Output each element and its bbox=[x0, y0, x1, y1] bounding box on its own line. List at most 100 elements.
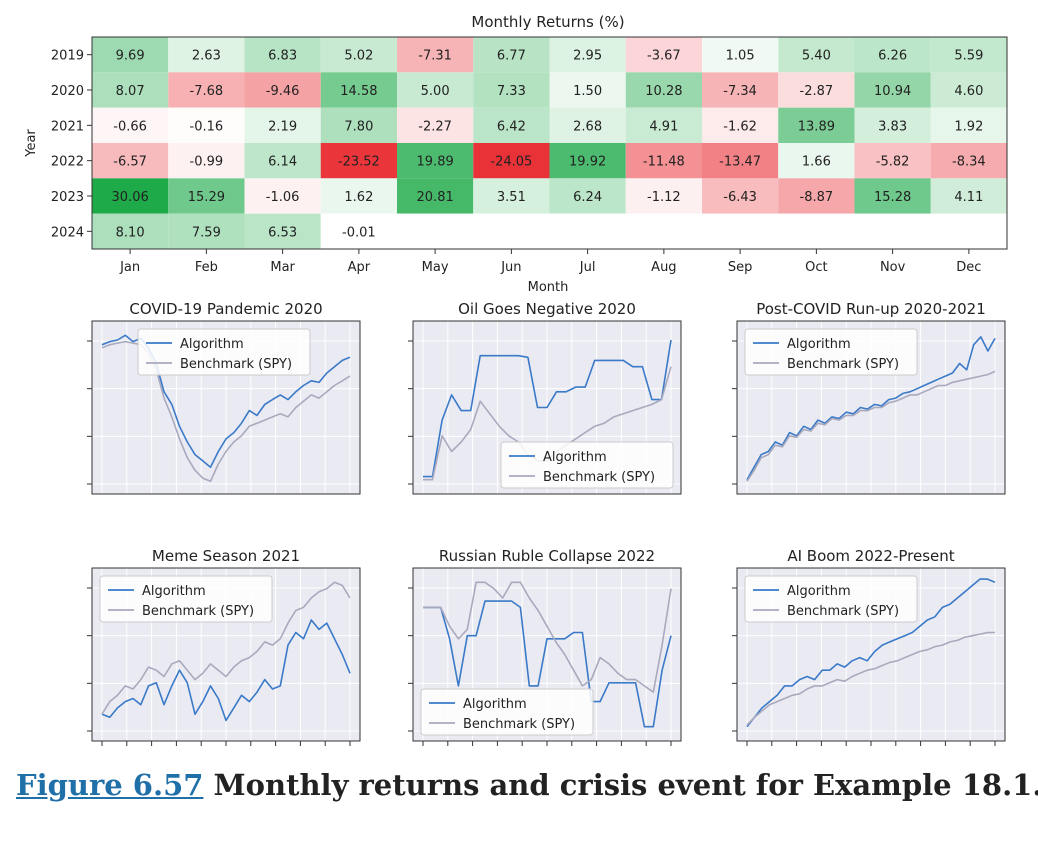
heatmap-cell-value: -8.87 bbox=[800, 190, 834, 205]
heatmap-cell-value: 7.33 bbox=[497, 84, 526, 99]
heatmap-cell-value: 5.02 bbox=[344, 49, 373, 64]
heatmap-cell bbox=[168, 143, 245, 179]
heatmap-title: Monthly Returns (%) bbox=[471, 13, 624, 31]
heatmap-cell-value: -0.01 bbox=[342, 225, 376, 240]
heatmap-cell-value: 6.83 bbox=[268, 49, 297, 64]
legend-box bbox=[500, 441, 674, 489]
heatmap-cell-value: 7.80 bbox=[344, 119, 373, 134]
heatmap-cell-value: -2.87 bbox=[800, 84, 834, 99]
legend-label: Benchmark (SPY) bbox=[787, 357, 899, 372]
heatmap-cell-value: 19.89 bbox=[417, 155, 454, 170]
heatmap-cell-value: 3.51 bbox=[497, 190, 526, 205]
heatmap-column-labels: Jan Feb Mar Apr May Jun Jul Aug Sep Oct Nov Dec bbox=[119, 249, 981, 275]
panel-title: Post-COVID Run-up 2020-2021 bbox=[756, 300, 986, 318]
heatmap-cell-value: 4.11 bbox=[954, 190, 983, 205]
heatmap-cell bbox=[702, 213, 779, 249]
heatmap-cell-value: 2.19 bbox=[268, 119, 297, 134]
panel-frame bbox=[91, 320, 361, 495]
heatmap-col-label: Sep bbox=[728, 260, 753, 275]
heatmap-cell-value: 4.60 bbox=[954, 84, 983, 99]
figure-caption-text: Monthly returns and crisis event for Exa… bbox=[213, 768, 1038, 802]
heatmap-cell bbox=[702, 37, 779, 73]
heatmap-col-label: Nov bbox=[880, 260, 906, 275]
panel-frame bbox=[736, 567, 1006, 742]
heatmap-cell-value: 15.29 bbox=[188, 190, 225, 205]
legend-label: Algorithm bbox=[180, 337, 244, 352]
crisis-panel: Post-COVID Run-up 2020-2021 Algorithm Benc… bbox=[732, 300, 1006, 495]
legend-label: Benchmark (SPY) bbox=[180, 357, 292, 372]
heatmap-row-label: 2019 bbox=[51, 49, 84, 64]
heatmap-cell-value: -6.43 bbox=[723, 190, 757, 205]
heatmap-cell-value: -2.27 bbox=[418, 119, 452, 134]
heatmap-x-axis-label: Month bbox=[528, 280, 569, 295]
heatmap-cell bbox=[930, 178, 1007, 214]
series-line bbox=[746, 370, 996, 482]
heatmap-cell bbox=[320, 107, 397, 143]
figure-number-link[interactable]: Figure 6.57 bbox=[16, 768, 204, 802]
heatmap-col-label: Aug bbox=[651, 260, 676, 275]
heatmap-cell bbox=[549, 178, 626, 214]
heatmap-cell bbox=[473, 72, 550, 108]
heatmap-row-label: 2023 bbox=[51, 190, 84, 205]
heatmap-cell bbox=[244, 213, 321, 249]
heatmap-cell bbox=[930, 143, 1007, 179]
heatmap-cell bbox=[473, 37, 550, 73]
heatmap-cell-value: -7.34 bbox=[723, 84, 757, 99]
heatmap-cell-value: -0.16 bbox=[190, 119, 224, 134]
legend-label: Algorithm bbox=[142, 584, 206, 599]
heatmap-cell-value: 15.28 bbox=[874, 190, 911, 205]
panel-frame bbox=[91, 567, 361, 742]
heatmap-cell bbox=[854, 37, 931, 73]
heatmap-cell-value: 2.63 bbox=[192, 49, 221, 64]
heatmap-cell bbox=[930, 213, 1007, 249]
heatmap-cell-value: -6.57 bbox=[113, 155, 147, 170]
panel-title: COVID-19 Pandemic 2020 bbox=[129, 300, 322, 318]
heatmap-cell-value: -7.31 bbox=[418, 49, 452, 64]
heatmap-cell-value: 5.00 bbox=[421, 84, 450, 99]
heatmap-cell-value: 1.05 bbox=[726, 49, 755, 64]
heatmap-row-label: 2020 bbox=[51, 84, 84, 99]
heatmap-row-label: 2022 bbox=[51, 155, 84, 170]
legend-label: Algorithm bbox=[787, 337, 851, 352]
heatmap-cell-value: 2.95 bbox=[573, 49, 602, 64]
heatmap-cell-value: -24.05 bbox=[490, 155, 532, 170]
heatmap-col-label: Apr bbox=[348, 260, 371, 275]
panel-frame bbox=[412, 567, 682, 742]
heatmap-cell bbox=[549, 143, 626, 179]
heatmap-cell-value: 13.89 bbox=[798, 119, 835, 134]
heatmap-cell bbox=[930, 72, 1007, 108]
heatmap-cell-value: 6.53 bbox=[268, 225, 297, 240]
heatmap-cell bbox=[168, 213, 245, 249]
heatmap-col-label: Dec bbox=[956, 260, 981, 275]
heatmap-cell bbox=[854, 143, 931, 179]
series-line bbox=[423, 339, 672, 478]
heatmap-cell-value: 3.83 bbox=[878, 119, 907, 134]
heatmap-cell bbox=[92, 37, 169, 73]
series-line bbox=[746, 578, 996, 728]
heatmap-y-axis-label: Year bbox=[24, 129, 39, 158]
heatmap-cell bbox=[854, 72, 931, 108]
heatmap-cell-value: 1.62 bbox=[344, 190, 373, 205]
heatmap-cell-value: -13.47 bbox=[719, 155, 761, 170]
heatmap-cell bbox=[92, 178, 169, 214]
heatmap-cell bbox=[625, 107, 702, 143]
heatmap-cell bbox=[930, 37, 1007, 73]
heatmap-cell bbox=[549, 37, 626, 73]
heatmap-cell-value: 10.94 bbox=[874, 84, 911, 99]
heatmap-col-label: Jul bbox=[579, 260, 596, 275]
heatmap-cell bbox=[625, 37, 702, 73]
heatmap-cell-value: 20.81 bbox=[417, 190, 454, 205]
heatmap-cell-value: -1.12 bbox=[647, 190, 681, 205]
heatmap-cell-value: 6.42 bbox=[497, 119, 526, 134]
heatmap-cell bbox=[778, 143, 855, 179]
heatmap-cell-value: 10.28 bbox=[645, 84, 682, 99]
monthly-returns-heatmap: Monthly Returns (%) 9.69 2.63 6.83 5.02 -7.3… bbox=[24, 13, 1008, 295]
panel-legend: Algorithm Benchmark (SPY) bbox=[137, 328, 311, 376]
heatmap-cell-value: 6.26 bbox=[878, 49, 907, 64]
panel-frame bbox=[736, 320, 1006, 495]
heatmap-col-label: Mar bbox=[270, 260, 295, 275]
heatmap-cell-value: 1.92 bbox=[954, 119, 983, 134]
heatmap-row-labels: 2019 2020 2021 2022 2023 2024 bbox=[51, 49, 92, 240]
heatmap-cell bbox=[397, 37, 474, 73]
